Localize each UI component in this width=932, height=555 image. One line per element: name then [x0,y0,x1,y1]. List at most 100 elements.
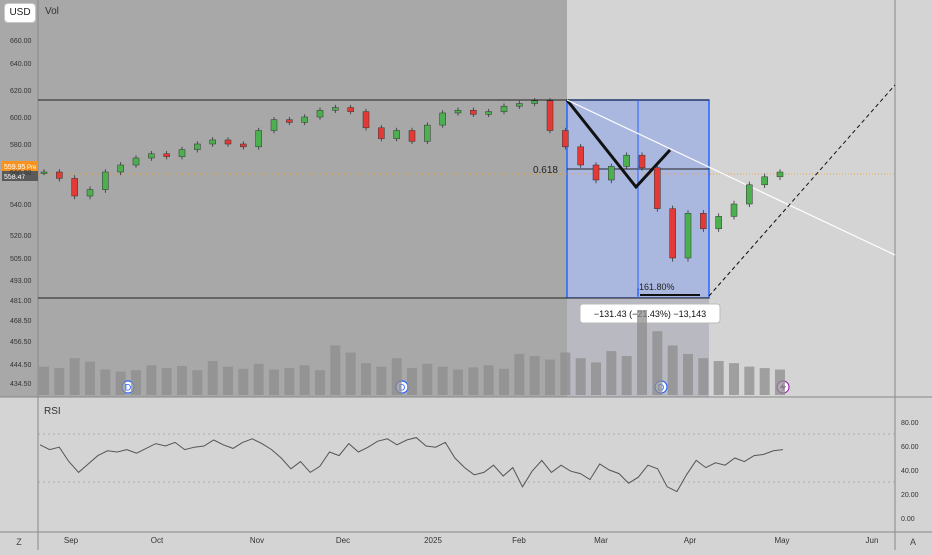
volume-bar [560,352,571,395]
volume-bar [146,365,157,395]
candle-body [516,103,523,107]
price-tick-label: 493.00 [10,278,32,285]
price-tick-label: 600.00 [10,115,32,122]
extension-label: 161.80% [639,282,675,292]
time-tick-label: Feb [512,536,526,545]
candle-body [117,164,124,173]
auto-scale-button[interactable]: A [910,537,916,547]
candle-body [270,119,278,131]
volume-bar [223,366,233,395]
volume-bar [253,363,264,395]
volume-bar [345,352,356,395]
candle-body [684,213,692,259]
volume-bar [437,366,448,395]
time-tick-label: 2025 [424,536,442,545]
volume-bar [667,345,678,395]
volume-bar [422,363,433,395]
price-tick-label: 434.50 [10,381,32,388]
candle-body [669,208,676,259]
price-tick-label: 444.50 [10,362,32,369]
trendline-channel-dashed[interactable] [708,84,896,297]
volume-bar [131,370,141,395]
volume-bar [54,368,65,395]
candle-body [408,130,416,142]
time-tick-label: Apr [684,536,697,545]
candle-body [746,184,753,205]
candle-body [224,139,232,145]
volume-bar [85,361,95,395]
volume-bar [315,370,325,395]
candle-body [240,143,247,148]
rsi-tick-label: 20.00 [901,492,919,499]
candle-body [439,112,446,126]
fib-level-label: 0.618 [533,165,558,176]
volume-bar [177,365,187,395]
time-tick-label: Sep [64,536,79,545]
time-tick-label: Nov [250,536,264,545]
candle-body [301,116,308,123]
abc-pattern-drawing[interactable] [565,99,672,190]
volume-bar [499,368,509,395]
time-tick-label: May [774,536,789,545]
candle-body [700,213,707,230]
volume-bar [713,361,724,395]
trendline-resistance[interactable] [566,99,896,256]
dividend-marker-1-label: D [125,383,132,393]
volume-bar [591,362,601,395]
volume-bar [207,361,218,395]
history-shade [0,0,567,397]
volume-bar [453,369,463,395]
volume-bar [238,368,249,395]
volume-bar [284,368,295,395]
price-tick-label: 481.00 [10,298,32,305]
timezone-button[interactable]: Z [16,537,22,547]
price-tick-label: 620.00 [10,88,32,95]
last-price-value: 559.95 [4,164,26,171]
candle-body [715,216,722,230]
volume-bar [100,369,111,395]
candle-body [500,105,508,112]
price-tick-label: 520.00 [10,233,32,240]
volume-bar [729,363,739,395]
candle-body [163,153,170,157]
currency-button[interactable]: USD [4,3,36,23]
price-tick-label: 640.00 [10,61,32,68]
candle-body [347,107,354,112]
volume-bar [69,358,80,395]
candle-body [332,107,339,111]
candle-body [577,146,584,166]
price-tick-label: 660.00 [10,38,32,45]
volume-bar [545,359,555,395]
rsi-tick-label: 80.00 [901,420,919,427]
volume-bar [391,358,402,395]
candle-body [776,171,784,178]
volume-bar [652,331,663,395]
price-tick-label: 540.00 [10,202,32,209]
candle-body [40,171,48,174]
volume-bar [468,367,479,395]
volume-bar [637,310,647,395]
price-tick-label: 505.00 [10,256,32,263]
volume-bar [407,368,417,395]
rsi-tick-label: 60.00 [901,444,919,451]
candle-body [178,149,186,157]
candle-body [378,127,385,139]
volume-bar [269,369,279,395]
candle-body [102,171,109,190]
volume-bar [299,365,310,395]
candle-body [485,111,492,115]
candle-body [393,130,400,139]
volume-bar [621,356,632,395]
rsi-indicator-label[interactable]: RSI [44,406,61,417]
volume-bar [330,345,341,395]
candle-body [592,164,600,181]
candle-body [623,154,630,167]
candle-body [148,153,155,159]
volume-indicator-label[interactable]: Vol [45,6,59,17]
volume-bar [575,358,586,395]
volume-bar [698,358,709,395]
price-tick-label: 468.50 [10,318,32,325]
volume-bar [483,365,494,395]
